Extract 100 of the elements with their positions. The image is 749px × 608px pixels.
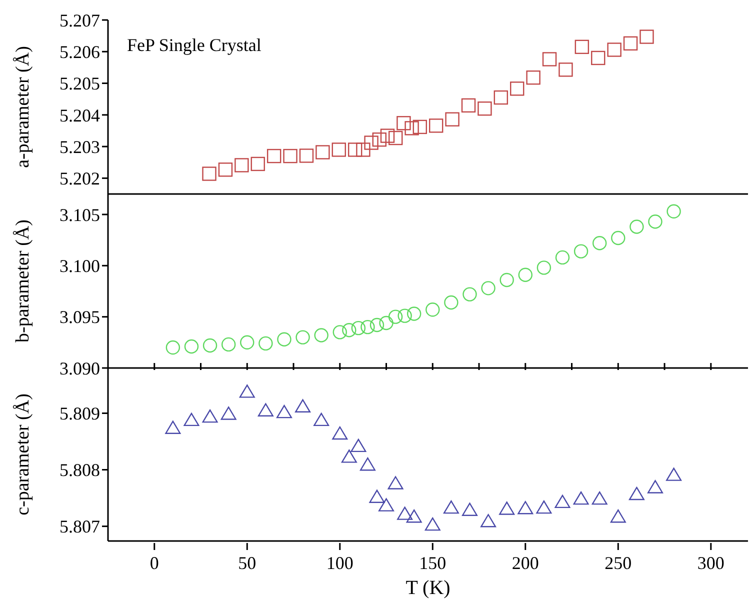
point	[283, 148, 298, 164]
point	[221, 337, 236, 352]
point	[351, 320, 366, 336]
y-tick-label: 3.090	[60, 358, 100, 378]
point	[607, 42, 622, 57]
point	[379, 316, 394, 330]
point	[574, 244, 588, 258]
point	[276, 404, 292, 418]
y-tick-label: 3.095	[60, 307, 100, 328]
x-tick-label: 250	[604, 553, 632, 573]
point	[398, 308, 412, 323]
point	[592, 236, 607, 250]
point	[542, 52, 557, 66]
point	[426, 302, 440, 317]
point	[510, 82, 524, 96]
point	[404, 121, 419, 136]
point	[184, 412, 200, 426]
point	[628, 486, 644, 500]
point	[610, 510, 626, 523]
y-axis-title: c-parameter (Å)	[12, 394, 34, 516]
point	[364, 136, 378, 150]
point	[647, 480, 663, 494]
x-tick-label: 200	[512, 553, 539, 573]
point	[295, 399, 311, 412]
point	[202, 409, 218, 423]
point	[166, 340, 180, 355]
y-tick-label: 5.807	[60, 516, 100, 537]
point	[412, 120, 427, 134]
point	[591, 50, 606, 66]
point	[218, 162, 233, 177]
x-tick-label: 150	[419, 553, 446, 573]
point	[165, 420, 181, 434]
point	[462, 502, 478, 516]
point	[184, 339, 199, 354]
point	[462, 287, 477, 302]
point	[396, 116, 411, 130]
point	[250, 156, 265, 172]
point	[332, 426, 348, 440]
point	[574, 40, 590, 54]
point	[611, 230, 626, 246]
x-tick-label: 300	[697, 553, 724, 573]
point	[536, 500, 552, 514]
point	[630, 220, 644, 234]
y-tick-label: 5.203	[60, 136, 100, 157]
point	[666, 204, 681, 218]
point	[240, 335, 254, 350]
point	[554, 494, 570, 508]
x-axis-title: T (K)	[406, 577, 450, 599]
point	[500, 272, 514, 288]
point	[314, 412, 330, 426]
point	[350, 438, 366, 452]
point	[388, 310, 403, 324]
point	[478, 101, 492, 116]
point	[424, 517, 440, 531]
point	[277, 332, 292, 346]
y-axis-title: b-parameter (Å)	[12, 220, 34, 342]
point	[648, 214, 662, 229]
point	[536, 260, 552, 275]
point	[388, 476, 404, 490]
point	[332, 325, 347, 340]
point	[461, 98, 476, 113]
point	[406, 510, 422, 523]
point	[480, 514, 496, 528]
point	[378, 498, 394, 512]
annotation: FeP Single Crystal	[127, 35, 262, 56]
point	[592, 491, 608, 505]
point	[342, 323, 356, 338]
y-tick-label: 5.206	[60, 42, 100, 62]
point	[234, 158, 249, 172]
point	[202, 166, 216, 181]
point	[332, 142, 346, 157]
point	[623, 36, 638, 51]
point	[494, 90, 508, 105]
x-tick-label: 0	[150, 553, 159, 573]
y-tick-label: 5.808	[60, 460, 100, 480]
point	[406, 306, 422, 321]
point	[499, 502, 515, 515]
point	[518, 268, 532, 282]
point	[239, 384, 255, 398]
point	[518, 501, 534, 514]
point	[573, 491, 589, 505]
point	[640, 30, 654, 44]
point	[314, 328, 328, 342]
point	[348, 142, 362, 157]
point	[555, 250, 570, 265]
point	[397, 506, 413, 520]
y-tick-label: 5.207	[60, 10, 100, 30]
point	[666, 468, 682, 481]
point	[445, 112, 460, 126]
point	[266, 148, 282, 164]
point	[526, 70, 540, 85]
point	[372, 132, 386, 147]
x-tick-label: 100	[326, 553, 354, 573]
y-tick-label: 5.809	[60, 404, 100, 424]
y-tick-label: 5.202	[60, 168, 100, 189]
point	[481, 281, 496, 296]
y-tick-label: 5.205	[60, 74, 100, 94]
y-axis-title: a-parameter (Å)	[12, 46, 34, 168]
point	[258, 403, 274, 416]
point	[360, 320, 375, 334]
